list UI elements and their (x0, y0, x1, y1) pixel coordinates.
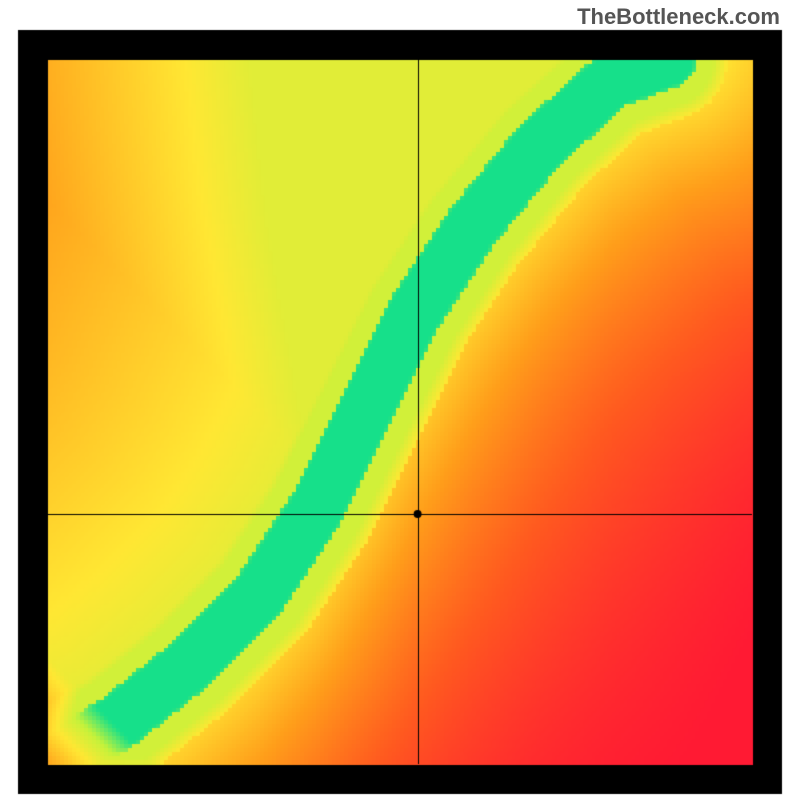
watermark-text: TheBottleneck.com (577, 4, 780, 30)
heatmap-canvas (0, 0, 800, 800)
chart-stage: TheBottleneck.com (0, 0, 800, 800)
